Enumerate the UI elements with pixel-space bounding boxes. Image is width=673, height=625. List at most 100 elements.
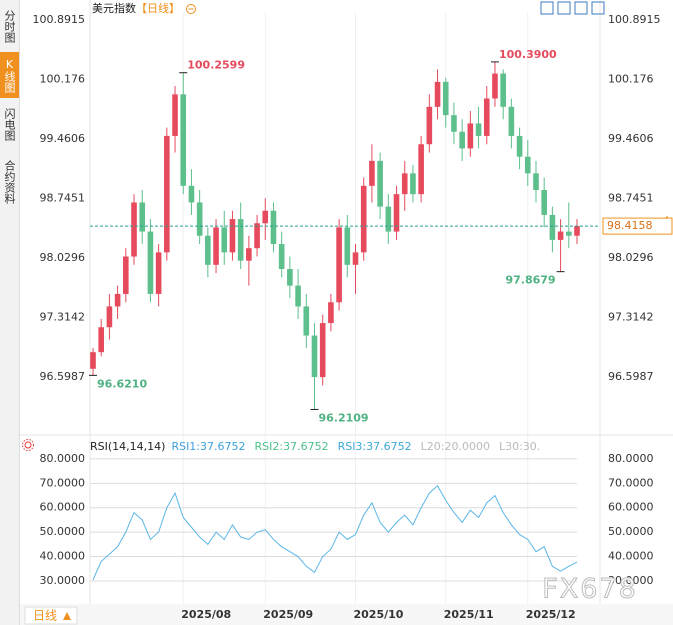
high-label: 100.3900	[499, 48, 557, 61]
tab[interactable]: 合约资料	[3, 160, 16, 204]
x-tick-label: 2025/09	[263, 608, 313, 621]
candle-body	[352, 252, 359, 265]
candle-body	[442, 81, 449, 116]
candle-body	[401, 173, 408, 195]
candle-body	[164, 135, 170, 253]
candle-body	[270, 210, 277, 245]
candle-body	[475, 123, 482, 136]
settings-icon[interactable]	[22, 439, 34, 451]
y-tick-label-right: 30.0000	[608, 574, 654, 587]
y-tick-label: 98.0296	[40, 251, 86, 264]
y-tick-label: 60.0000	[40, 501, 86, 514]
legend-entry: RSI3:37.6752	[338, 440, 412, 453]
y-tick-label: 100.176	[40, 73, 86, 86]
y-tick-label-right: 40.0000	[608, 550, 654, 563]
y-tick-label-right: 99.4606	[608, 132, 654, 145]
tool-icon[interactable]	[574, 1, 588, 15]
candle-body	[483, 98, 490, 136]
candle-body	[434, 81, 441, 107]
y-tick-label-right: 98.0296	[608, 251, 654, 264]
y-tick-label-right: 80.0000	[608, 452, 654, 465]
x-tick-label: 2025/11	[444, 608, 494, 621]
tab-active[interactable]: K线图	[0, 52, 19, 98]
candle-body	[246, 248, 252, 261]
y-tick-label-right: 70.0000	[608, 476, 654, 489]
candle-body	[393, 194, 400, 232]
candle-body	[172, 94, 178, 136]
legend-entry: RSI2:37.6752	[255, 440, 329, 453]
tab[interactable]: 闪电图	[3, 107, 16, 141]
candle-body	[369, 160, 375, 186]
candle-body	[344, 227, 351, 265]
candle-body	[229, 219, 236, 253]
candle-body	[557, 231, 564, 240]
y-tick-label-right: 50.0000	[608, 525, 654, 538]
tool-icon[interactable]	[540, 1, 554, 15]
candle-body	[213, 227, 219, 265]
y-tick-label: 96.5987	[40, 370, 86, 383]
y-tick-label: 97.3142	[40, 311, 86, 324]
x-tick-label: 2025/08	[181, 608, 231, 621]
y-tick-label-right: 97.3142	[608, 311, 654, 324]
candle-body	[147, 231, 154, 294]
title: 美元指数	[92, 1, 136, 15]
rsi-line	[92, 484, 578, 580]
candle-body	[123, 256, 129, 294]
period-arrow[interactable]	[63, 612, 71, 620]
chart-title: 美元指数【日线】	[92, 1, 180, 15]
candle-body	[237, 219, 244, 261]
y-tick-label: 99.4606	[40, 132, 86, 145]
candle-body	[492, 73, 498, 99]
tab[interactable]: 分时图	[3, 9, 16, 43]
candle-body	[459, 131, 465, 149]
y-tick-label-right: 96.5987	[608, 370, 654, 383]
low-label: 96.2109	[318, 411, 368, 424]
y-tick-label: 80.0000	[40, 452, 86, 465]
candle-body	[205, 235, 211, 265]
candle-body	[303, 306, 310, 336]
y-tick-label-right: 98.7451	[608, 192, 654, 205]
period: 【日线】	[136, 1, 180, 15]
candle-body	[196, 202, 203, 236]
candle-body	[254, 223, 260, 249]
last-price-box	[602, 217, 673, 235]
candle-body	[418, 144, 424, 195]
y-tick-label-right: 60.0000	[608, 501, 654, 514]
candle-body	[319, 323, 326, 378]
zoom-out-icon[interactable]	[186, 4, 196, 14]
candle-body	[360, 185, 367, 253]
candle-body	[549, 214, 556, 240]
low-label: 96.6210	[97, 377, 147, 390]
y-tick-label-right: 100.8915	[608, 13, 661, 26]
candle-body	[508, 106, 515, 136]
y-tick-label: 98.7451	[40, 192, 86, 205]
candle-body	[541, 189, 547, 215]
last-price-label: 98.4158	[607, 219, 653, 232]
candle-body	[377, 160, 383, 207]
y-tick-label: 70.0000	[40, 476, 86, 489]
candle-body	[533, 173, 539, 190]
candle-body	[524, 156, 531, 174]
candle-body	[180, 94, 187, 186]
candle-body	[139, 202, 146, 232]
candle-body	[114, 293, 121, 307]
y-tick-label: 40.0000	[40, 550, 86, 563]
candle-body	[278, 244, 285, 269]
sidebar: 分时图 K线图 闪电图 合约资料	[0, 0, 20, 625]
candle-body	[328, 302, 334, 324]
toolbar	[540, 1, 605, 15]
candle-body	[287, 268, 293, 286]
tool-icon[interactable]	[557, 1, 571, 15]
y-tick-label: 30.0000	[40, 574, 86, 587]
candle-body	[155, 252, 162, 294]
period-button-label[interactable]: 日线	[33, 609, 57, 623]
candle-body	[565, 231, 572, 236]
low-label: 97.8679	[505, 274, 555, 287]
tool-icon[interactable]	[591, 1, 605, 15]
candle-body	[574, 226, 580, 236]
candle-body	[385, 206, 392, 232]
candle-body	[262, 210, 269, 224]
y-tick-label: 100.8915	[33, 13, 86, 26]
